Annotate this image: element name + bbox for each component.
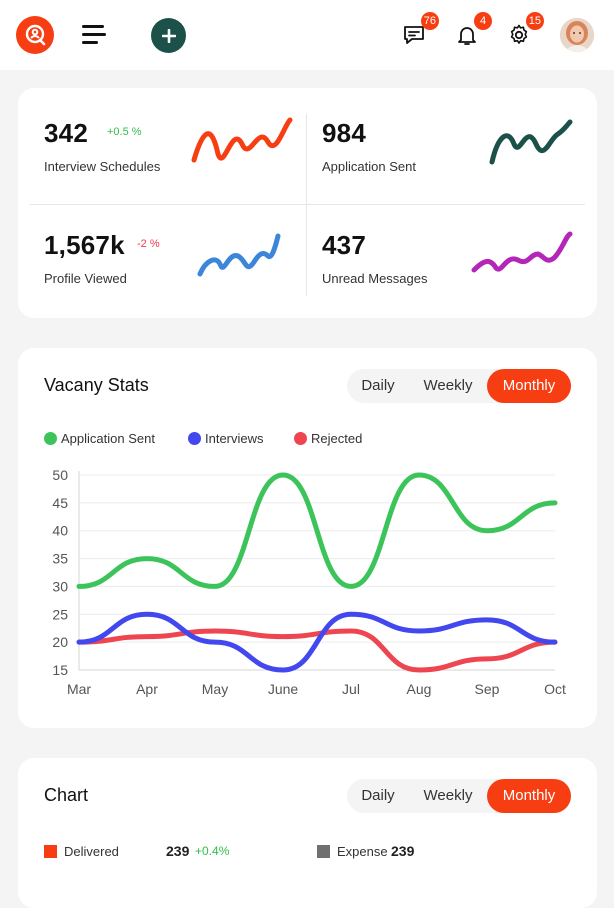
card-title: Chart	[44, 785, 89, 805]
period-tabs: Daily Weekly Monthly	[347, 369, 571, 403]
legend-label-expense: Expense	[337, 844, 388, 859]
stat-value-applications: 984	[322, 118, 366, 148]
tab-monthly[interactable]: Monthly	[487, 779, 571, 813]
settings-button[interactable]: 15	[506, 12, 544, 48]
messages-button[interactable]: 76	[401, 12, 439, 48]
stat-change-interviews: +0.5 %	[107, 126, 142, 138]
legend-interviews[interactable]: Interviews	[188, 431, 264, 446]
y-tick-label: 25	[52, 606, 68, 622]
x-tick-label: May	[202, 681, 228, 697]
stat-value-messages: 437	[322, 230, 366, 260]
stat-change-profile: -2 %	[137, 238, 160, 250]
tab-weekly[interactable]: Weekly	[423, 787, 473, 804]
settings-badge: 15	[525, 12, 544, 30]
legend-value-expense: 239	[391, 843, 415, 859]
period-tabs: Daily Weekly Monthly	[347, 779, 571, 813]
y-tick-label: 45	[52, 495, 68, 511]
top-bar: 76 4 15	[0, 0, 614, 70]
legend-dot	[188, 432, 201, 445]
gear-icon	[510, 24, 528, 44]
y-tick-label: 50	[52, 467, 68, 483]
x-tick-label: Aug	[407, 681, 432, 697]
x-tick-label: Oct	[544, 681, 566, 697]
series-line-interviews	[76, 611, 558, 673]
chat-icon	[404, 26, 424, 44]
search-user-icon	[25, 24, 46, 46]
user-photo-icon	[560, 18, 594, 52]
legend-value-delivered: 239	[166, 843, 190, 859]
sparkline-profile	[197, 233, 281, 277]
legend-label: Rejected	[311, 431, 363, 446]
y-tick-label: 40	[52, 523, 68, 539]
stats-card: 342 +0.5 % Interview Schedules 984 Appli…	[18, 88, 597, 318]
chart-card: Chart Daily Weekly Monthly Delivered 239…	[18, 758, 597, 908]
sparkline-interviews	[191, 117, 293, 163]
legend-change-delivered: +0.4%	[195, 844, 230, 858]
x-tick-label: Mar	[67, 681, 91, 697]
x-tick-label: Jul	[342, 681, 360, 697]
legend-rejected[interactable]: Rejected	[294, 431, 362, 446]
card-title: Vacany Stats	[44, 375, 149, 395]
notifications-button[interactable]: 4	[454, 12, 492, 48]
stat-label-interviews: Interview Schedules	[44, 159, 161, 174]
notifications-badge: 4	[474, 12, 492, 30]
menu-icon[interactable]	[82, 25, 106, 45]
y-tick-label: 35	[52, 551, 68, 567]
sparkline-messages	[471, 231, 573, 273]
tab-weekly[interactable]: Weekly	[423, 377, 473, 394]
tab-daily[interactable]: Daily	[361, 377, 395, 394]
stat-label-messages: Unread Messages	[322, 271, 428, 286]
vacancy-line-chart: 15 20 25 30 35 40 45 50 Mar Apr May June Jul Aug Sep Oc…	[52, 467, 566, 697]
logo[interactable]	[16, 16, 54, 54]
legend-dot	[44, 432, 57, 445]
x-tick-label: Apr	[136, 681, 158, 697]
legend-application-sent[interactable]: Application Sent	[44, 431, 155, 446]
series-line-rejected	[76, 628, 558, 673]
legend-square	[317, 845, 330, 858]
stat-label-applications: Application Sent	[322, 159, 416, 174]
y-tick-label: 30	[52, 578, 68, 594]
legend-dot	[294, 432, 307, 445]
legend-label: Interviews	[205, 431, 264, 446]
series-line-application-sent	[76, 472, 558, 589]
legend-square	[44, 845, 57, 858]
stat-value-interviews: 342	[44, 118, 88, 148]
legend-label: Application Sent	[61, 431, 155, 446]
avatar[interactable]	[560, 18, 594, 52]
sparkline-applications	[489, 119, 573, 165]
legend-label-delivered: Delivered	[64, 844, 119, 859]
add-button[interactable]	[151, 18, 186, 53]
x-tick-label: June	[268, 681, 299, 697]
divider	[30, 204, 585, 205]
vacancy-stats-card: Vacany Stats Daily Weekly Monthly Applic…	[18, 348, 597, 728]
messages-badge: 76	[420, 12, 439, 30]
tab-monthly[interactable]: Monthly	[487, 369, 571, 403]
tab-daily[interactable]: Daily	[361, 787, 395, 804]
stat-label-profile: Profile Viewed	[44, 271, 127, 286]
y-tick-label: 15	[52, 662, 68, 678]
divider	[306, 114, 307, 296]
x-tick-label: Sep	[475, 681, 500, 697]
bell-icon	[458, 27, 476, 45]
y-tick-label: 20	[52, 634, 68, 650]
stat-value-profile: 1,567k	[44, 230, 125, 260]
plus-icon	[161, 28, 176, 43]
